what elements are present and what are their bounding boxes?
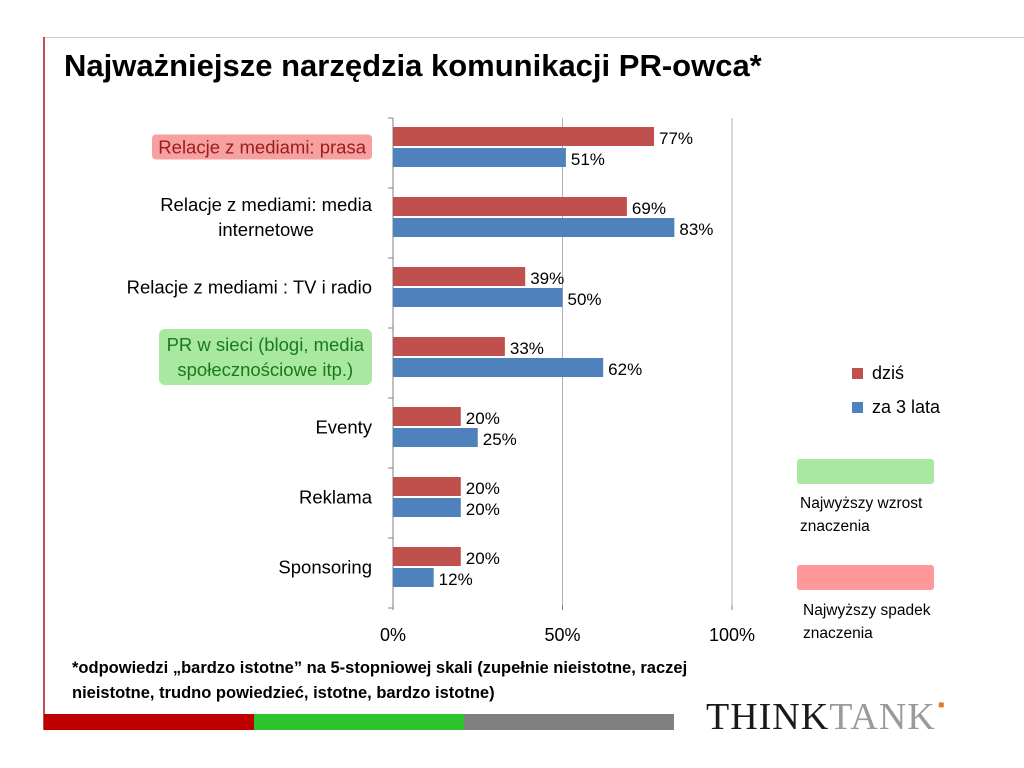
- bar-za-3-lata-4: [393, 428, 478, 447]
- x-tick-label: 50%: [544, 625, 580, 645]
- data-label: 62%: [608, 360, 642, 379]
- bar-dzis-0: [393, 127, 655, 146]
- data-label: 12%: [439, 570, 473, 589]
- logo-dot: ▪: [937, 694, 946, 716]
- data-label: 83%: [679, 220, 713, 239]
- thinktank-logo: THINKTANK ▪: [706, 694, 946, 739]
- data-label: 20%: [466, 479, 500, 498]
- key-swatch-green: [797, 459, 934, 484]
- category-label: Eventy: [315, 416, 372, 438]
- bar-dzis-3: [393, 337, 505, 356]
- bar-dzis-5: [393, 477, 461, 496]
- bar-dzis-1: [393, 197, 627, 216]
- key-label-green: Najwyższy wzrost znaczenia: [800, 495, 923, 535]
- bar-za-3-lata-3: [393, 358, 604, 377]
- logo-tank: TANK: [829, 696, 936, 738]
- bar-za-3-lata-1: [393, 218, 675, 237]
- legend-item-dzis: dziś: [852, 356, 940, 390]
- data-label: 50%: [568, 290, 602, 309]
- data-label: 51%: [571, 150, 605, 169]
- data-label: 33%: [510, 339, 544, 358]
- category-label: PR w sieci (blogi, media społecznościowe …: [158, 329, 372, 385]
- bottom-bar-red: [44, 714, 254, 730]
- bar-za-3-lata-5: [393, 498, 461, 517]
- bar-za-3-lata-0: [393, 148, 566, 167]
- data-label: 20%: [466, 409, 500, 428]
- legend-label-dzis: dziś: [872, 362, 905, 383]
- legend-label-za-3-lata: za 3 lata: [872, 396, 941, 417]
- data-label: 25%: [483, 430, 517, 449]
- category-label: Relacje z mediami: prasa: [152, 134, 372, 160]
- category-label: Relacje z mediami : TV i radio: [126, 276, 372, 298]
- data-label: 20%: [466, 549, 500, 568]
- page-title: Najważniejsze narzędzia komunikacji PR-o…: [64, 48, 762, 83]
- bottom-bar-gray: [464, 714, 674, 730]
- x-tick-label: 100%: [709, 625, 755, 645]
- bar-dzis-4: [393, 407, 461, 426]
- category-label: Reklama: [299, 486, 372, 508]
- legend-swatch-dzis: [852, 367, 863, 379]
- key-swatch-red: [797, 565, 934, 590]
- data-label: 69%: [632, 199, 666, 218]
- category-label: Sponsoring: [278, 556, 372, 578]
- bar-za-3-lata-6: [393, 568, 434, 587]
- legend-swatch-za-3-lata: [852, 401, 863, 413]
- data-label: 77%: [659, 129, 693, 148]
- x-tick-label: 0%: [380, 625, 406, 645]
- bar-za-3-lata-2: [393, 288, 563, 307]
- category-label: Relacje z mediami: media internetowe: [160, 194, 372, 240]
- footnote: *odpowiedzi „bardzo istotne” na 5-stopni…: [72, 659, 688, 702]
- top-rule: [44, 37, 1024, 38]
- bar-dzis-2: [393, 267, 526, 286]
- data-label: 39%: [530, 269, 564, 288]
- bar-dzis-6: [393, 547, 461, 566]
- left-rule: [43, 37, 45, 730]
- legend-item-za-3-lata: za 3 lata: [852, 390, 940, 424]
- legend: dziś za 3 lata: [852, 356, 940, 424]
- logo-think: THINK: [706, 696, 830, 738]
- key-label-red: Najwyższy spadek znaczenia: [803, 602, 931, 642]
- data-label: 20%: [466, 500, 500, 519]
- bottom-bar-green: [254, 714, 464, 730]
